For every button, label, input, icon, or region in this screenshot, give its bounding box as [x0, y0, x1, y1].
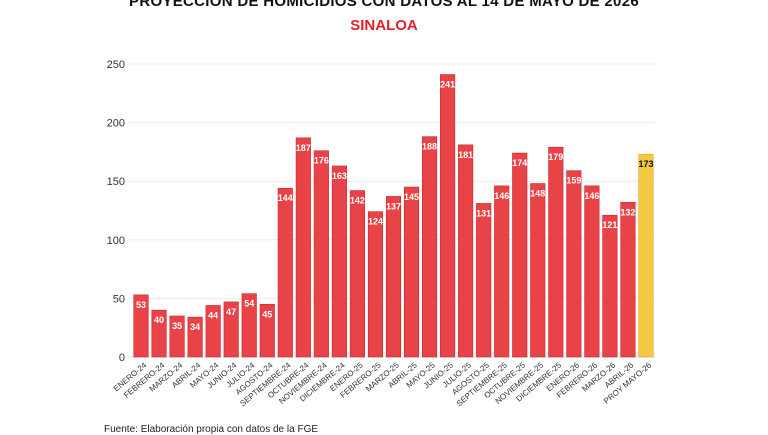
bar-value-label: 181 — [458, 150, 473, 160]
bar — [133, 294, 149, 358]
y-tick-label: 250 — [107, 59, 125, 71]
chart-subtitle: SINALOA — [350, 17, 418, 34]
bar-value-label: 54 — [244, 299, 254, 309]
bar — [403, 186, 420, 358]
y-tick-label: 0 — [119, 352, 125, 364]
bar-value-label: 45 — [262, 309, 272, 319]
bar — [476, 203, 492, 358]
bar-value-label: 187 — [296, 143, 311, 153]
bar — [223, 301, 239, 358]
bar — [205, 305, 221, 358]
bar — [422, 136, 438, 358]
bar — [602, 214, 618, 358]
chart-title: PROYECCIÓN DE HOMICIDIOS CON DATOS AL 14… — [129, 0, 639, 10]
bar — [512, 152, 528, 358]
bar-value-label: 124 — [368, 217, 383, 227]
bar-value-label: 35 — [172, 321, 182, 331]
y-tick-label: 200 — [107, 118, 125, 130]
bar — [638, 153, 654, 358]
bar — [530, 183, 546, 358]
bar-value-label: 179 — [548, 152, 563, 162]
bar-value-label: 142 — [350, 196, 365, 206]
bar — [169, 315, 185, 358]
bar-value-label: 188 — [422, 142, 437, 152]
bar — [620, 201, 636, 358]
bar — [259, 303, 275, 358]
bar-value-label: 146 — [494, 191, 509, 201]
bar — [295, 137, 311, 358]
bar-value-label: 146 — [584, 191, 599, 201]
bars — [133, 74, 654, 358]
bar — [187, 316, 203, 358]
bar — [367, 211, 384, 358]
bar — [151, 309, 167, 358]
bar-value-label: 137 — [386, 201, 401, 211]
bar-value-label: 148 — [530, 189, 545, 199]
x-axis-tick-labels: ENERO-24FEBRERO-24MARZO-24ABRIL-24MAYO-2… — [112, 360, 654, 408]
bar — [313, 150, 329, 358]
y-tick-label: 150 — [107, 176, 125, 188]
bar — [241, 293, 257, 358]
bar-value-label: 40 — [154, 315, 164, 325]
bar — [494, 185, 510, 358]
bar-value-label: 44 — [208, 310, 218, 320]
bar-value-label: 163 — [332, 171, 347, 181]
source-note: Fuente: Elaboración propia con datos de … — [104, 424, 319, 435]
bar-value-label: 145 — [404, 192, 419, 202]
bar-value-label: 53 — [136, 300, 146, 310]
bar — [440, 74, 456, 358]
bar-value-label: 174 — [512, 158, 527, 168]
y-tick-label: 50 — [113, 293, 125, 305]
bar — [458, 144, 474, 358]
bar — [548, 146, 564, 358]
bar — [277, 187, 293, 358]
bar — [331, 165, 347, 358]
bar — [385, 196, 402, 358]
bar — [584, 185, 600, 358]
bar — [349, 190, 365, 358]
bar-value-label: 176 — [314, 156, 329, 166]
y-tick-label: 100 — [107, 235, 125, 247]
bar-value-label: 241 — [440, 80, 455, 90]
bar-value-label: 121 — [602, 220, 617, 230]
bar — [566, 170, 582, 358]
y-axis-tick-labels: 0 50 100 150 200 250 — [107, 59, 125, 364]
bar-value-label: 173 — [638, 159, 653, 169]
bar-value-label: 131 — [476, 208, 491, 218]
bar-value-label: 144 — [278, 193, 293, 203]
bar-value-label: 159 — [566, 176, 581, 186]
bar-value-label: 132 — [620, 207, 635, 217]
bar-value-label: 34 — [190, 322, 200, 332]
bar-value-label: 47 — [226, 307, 236, 317]
